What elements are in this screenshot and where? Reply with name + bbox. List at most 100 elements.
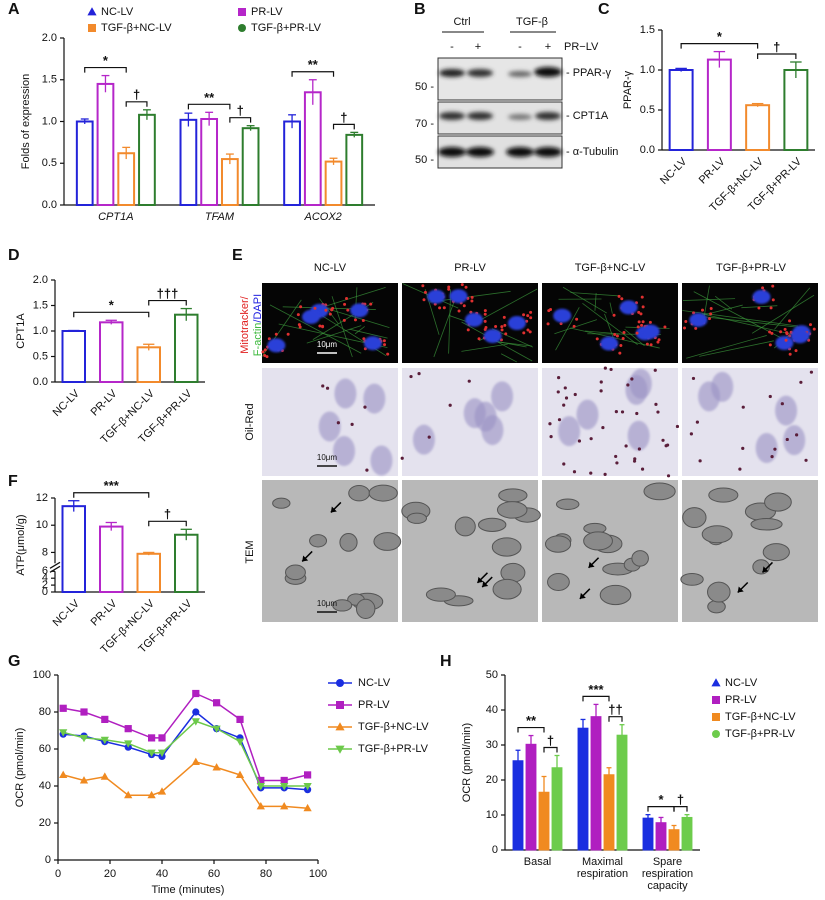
lipid-droplet: [400, 456, 404, 460]
mitochondria: [483, 319, 487, 323]
mitochondria: [500, 325, 504, 329]
lipid-droplet: [614, 454, 618, 459]
legend-label: TGF-β+PR-LV: [251, 22, 322, 34]
mitochondria: [636, 325, 640, 329]
mitochondria: [656, 340, 660, 344]
point: [59, 770, 68, 778]
mitochondria: [622, 330, 626, 334]
mitochondrion: [708, 487, 739, 503]
y-tick-label: 2: [42, 579, 48, 591]
legend-marker: [712, 730, 720, 738]
y-axis-label: OCR (pmol/min): [14, 728, 26, 807]
lipid-droplet: [589, 437, 593, 441]
row-label-part: F-actin: [252, 323, 264, 357]
lipid-droplet: [562, 403, 566, 407]
lipid-droplet: [556, 390, 560, 394]
sign: +: [475, 41, 481, 53]
x-tick-label: 100: [309, 868, 327, 880]
y-axis-label: OCR (pmol/min): [461, 723, 473, 802]
point: [124, 790, 133, 799]
mitochondria: [328, 312, 332, 316]
nucleus: [465, 312, 484, 327]
mw-marker: 70 -: [415, 118, 434, 130]
mitochondria: [313, 306, 317, 310]
y-axis-label: Folds of expression: [20, 74, 32, 169]
mitochondrion: [373, 532, 402, 551]
y-tick-label: 0.0: [42, 199, 57, 211]
cell-nucleus: [463, 398, 486, 429]
bar: [96, 82, 115, 206]
column-label: TGF-β+PR-LV: [716, 262, 787, 274]
nucleus: [790, 329, 809, 344]
lipid-droplet: [637, 447, 641, 451]
lipid-droplet: [630, 377, 634, 381]
y-tick-label: 1.0: [33, 325, 48, 337]
legend-marker: [87, 7, 97, 16]
mitochondrion: [496, 501, 528, 519]
legend-label: NC-LV: [101, 6, 134, 18]
group-label: TGF-β: [516, 16, 548, 28]
mitochondria: [382, 339, 386, 343]
lipid-droplet: [336, 421, 340, 425]
y-tick-label: 0: [42, 586, 48, 598]
significance-bracket: [125, 101, 148, 107]
bar: [220, 158, 239, 206]
cell-nucleus: [625, 374, 648, 405]
row-label-part: Mitotracker/: [239, 295, 251, 353]
mitochondria: [684, 320, 688, 324]
mitochondria: [771, 298, 775, 302]
mitochondria: [422, 298, 426, 302]
mitochondria: [343, 302, 347, 306]
legend-marker: [711, 678, 721, 687]
mitochondria: [263, 348, 267, 352]
point: [80, 708, 88, 716]
lipid-droplet: [563, 386, 567, 390]
mitochondria: [637, 310, 641, 314]
mitochondria: [807, 338, 811, 342]
legend-label: NC-LV: [725, 677, 758, 689]
lipid-droplet: [603, 472, 607, 476]
point: [304, 771, 312, 779]
mitochondria: [296, 313, 300, 317]
point: [192, 708, 200, 716]
panel-letter: F: [8, 473, 18, 490]
actin-fiber: [703, 316, 803, 329]
x-tick-label: NC-LV: [51, 597, 83, 629]
mitochondria: [595, 337, 599, 341]
mitochondria: [649, 343, 653, 347]
mitochondria: [353, 318, 357, 322]
mitochondria: [263, 353, 267, 357]
actin-fiber: [448, 289, 452, 354]
legend-marker: [712, 713, 720, 721]
row-label: TEM: [244, 540, 256, 563]
significance-label: *: [103, 53, 109, 68]
y-tick-label: 6: [42, 565, 48, 577]
group-label: Ctrl: [453, 16, 470, 28]
mitochondria: [500, 328, 504, 332]
significance-bracket: [229, 117, 252, 123]
scale-bar-label: 10μm: [317, 453, 338, 462]
actin-fiber: [306, 325, 362, 344]
point: [257, 776, 265, 785]
bar: [61, 505, 86, 594]
lipid-droplet: [809, 370, 814, 374]
mitochondrion: [555, 498, 580, 511]
mitochondria: [692, 311, 696, 315]
legend-marker: [335, 722, 345, 731]
bar: [136, 552, 161, 594]
y-tick-label: 4: [42, 572, 48, 584]
lipid-droplet: [417, 372, 421, 376]
mitochondria: [447, 285, 451, 289]
lipid-droplet: [654, 402, 658, 406]
y-tick-label: 20: [39, 817, 51, 829]
actin-fiber: [699, 340, 774, 357]
actin-fiber: [624, 328, 645, 347]
point: [280, 782, 289, 791]
significance-bracket: [73, 492, 150, 498]
significance-label: †: [133, 87, 140, 102]
mitochondria: [466, 328, 470, 332]
actin-fiber: [751, 294, 815, 334]
x-tick-label-box: CPT1A: [98, 211, 133, 223]
lipid-droplet: [770, 455, 774, 459]
y-tick-label: 10: [36, 519, 48, 531]
